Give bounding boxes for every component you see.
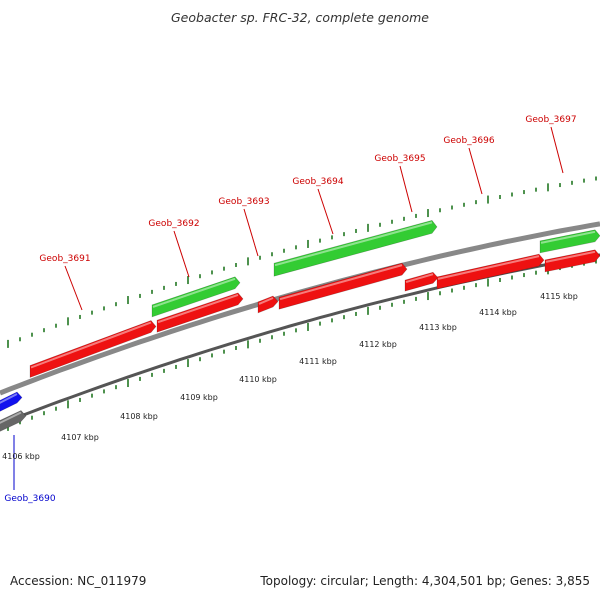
gene-bar-geob_3694[interactable] — [273, 220, 438, 277]
kbp-label: 4106 kbp — [2, 452, 40, 461]
gene-label-geob_3695[interactable]: Geob_3695 — [374, 154, 425, 164]
leader-line — [173, 230, 190, 278]
gene-label-geob_3696[interactable]: Geob_3696 — [443, 136, 494, 146]
map-title: Geobacter sp. FRC-32, complete genome — [171, 10, 429, 25]
gene-bar-geob_3692[interactable] — [156, 292, 244, 333]
gene-bar-geob_3694[interactable] — [278, 262, 408, 310]
kbp-label: 4113 kbp — [419, 323, 457, 332]
outer-tick-ring — [7, 176, 597, 348]
gene-bar-highlight — [0, 411, 22, 424]
kbp-label: 4109 kbp — [180, 393, 218, 402]
gene-labels: Geob_3690 Geob_3691 Geob_3692 Geob_3693 Geob… — [4, 115, 576, 504]
kbp-label: 4111 kbp — [299, 357, 337, 366]
gene-features — [0, 220, 600, 432]
gene-bar-highlight — [545, 250, 596, 263]
leader-line — [317, 188, 334, 235]
gene-label-geob_3690[interactable]: Geob_3690 — [4, 494, 55, 504]
gene-bar-geob_3697[interactable] — [539, 229, 600, 254]
gene-bar-highlight — [30, 321, 152, 369]
accession-text: Accession: NC_011979 — [10, 574, 147, 588]
kbp-label: 4107 kbp — [61, 433, 99, 442]
gene-bar-highlight — [279, 264, 403, 301]
kbp-labels: 4106 kbp 4107 kbp 4108 kbp 4109 kbp 4110 kbp… — [2, 292, 578, 461]
kbp-label: 4115 kbp — [540, 292, 578, 301]
inner-tick-ring — [7, 259, 597, 431]
kbp-label: 4112 kbp — [359, 340, 397, 349]
gene-bar-geob_3691[interactable] — [29, 320, 157, 378]
gene-bar-highlight — [274, 221, 433, 267]
leader-line — [399, 165, 413, 213]
kbp-label: 4108 kbp — [120, 412, 158, 421]
gene-bar-geob_3692[interactable] — [151, 276, 241, 318]
gene-bar-geob_3693[interactable] — [257, 295, 279, 314]
leader-line — [64, 265, 83, 311]
kbp-label: 4114 kbp — [479, 308, 517, 317]
leader-line — [468, 147, 483, 195]
kbp-label: 4110 kbp — [239, 375, 277, 384]
gene-bar-geob_3695[interactable] — [404, 271, 439, 292]
backbone-line — [0, 253, 600, 426]
gene-label-geob_3693[interactable]: Geob_3693 — [218, 197, 269, 207]
gene-bar-geob_3697[interactable] — [544, 249, 600, 273]
gene-bar-highlight — [258, 297, 274, 305]
leader-line — [550, 126, 564, 174]
leader-line — [243, 208, 259, 257]
gene-bar-highlight — [157, 293, 239, 324]
gene-label-geob_3694[interactable]: Geob_3694 — [292, 177, 343, 187]
gene-bar-highlight — [540, 230, 596, 244]
genome-summary-text: Topology: circular; Length: 4,304,501 bp… — [260, 574, 590, 588]
gene-bar-geob_3690[interactable] — [0, 391, 23, 412]
gene-bar-highlight — [0, 393, 18, 404]
gene-bar-highlight — [405, 273, 434, 284]
gene-bar-geob_3690[interactable] — [0, 410, 27, 433]
gene-label-geob_3692[interactable]: Geob_3692 — [148, 219, 199, 229]
gene-bar-geob_3696[interactable] — [436, 253, 545, 290]
gene-label-geob_3691[interactable]: Geob_3691 — [39, 254, 90, 264]
gene-bar-highlight — [152, 277, 236, 308]
gene-bar-highlight — [437, 255, 540, 280]
gene-label-geob_3697[interactable]: Geob_3697 — [525, 115, 576, 125]
